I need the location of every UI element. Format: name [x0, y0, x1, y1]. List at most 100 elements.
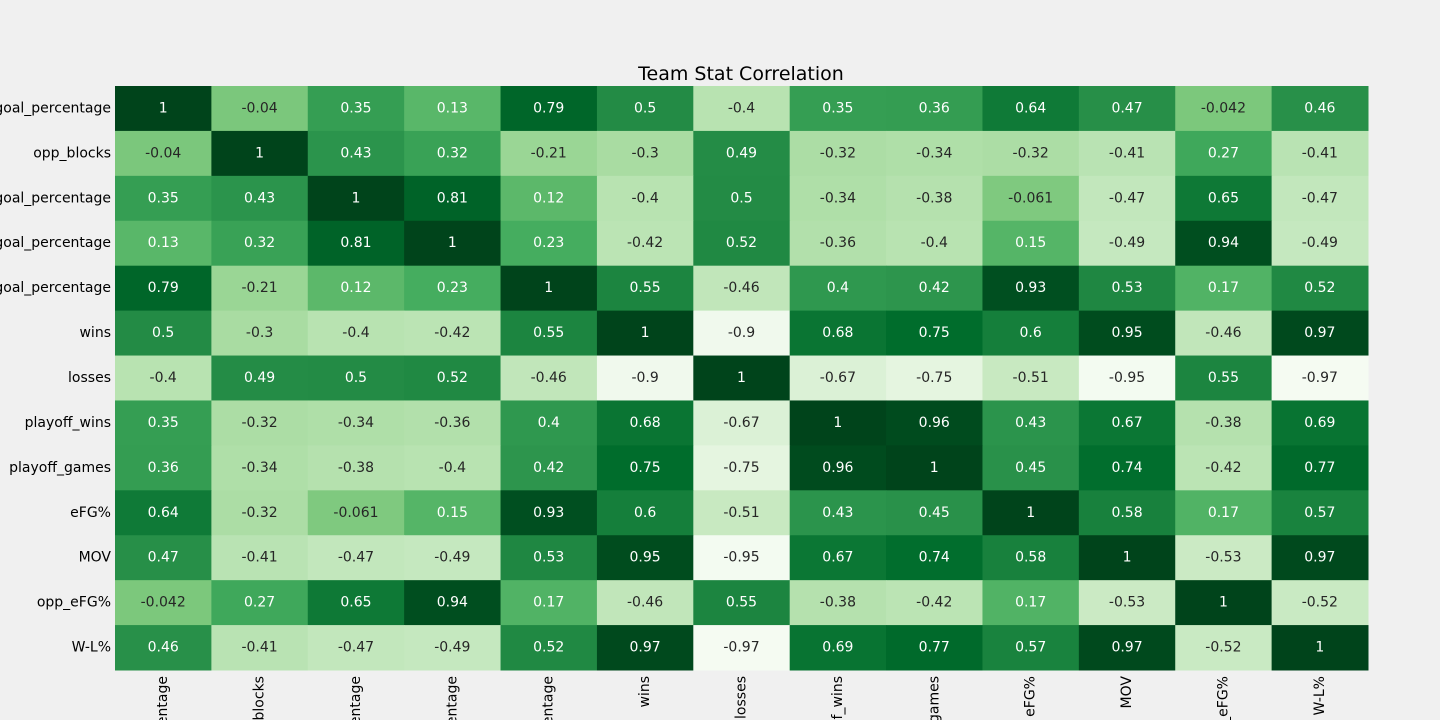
cell-value-label: -0.32	[241, 415, 277, 431]
cell-value-label: 0.52	[726, 235, 757, 251]
heatmap-cell	[693, 535, 791, 581]
row-tick-label: MOV	[79, 550, 112, 566]
cell-value-label: 1	[448, 235, 457, 251]
column-tick-label: entage	[348, 676, 364, 720]
row-tick-label: goal_percentage	[0, 280, 111, 296]
heatmap-cell	[115, 355, 212, 401]
heatmap-cell	[596, 580, 694, 626]
heatmap-cell	[115, 580, 212, 626]
cell-value-label: 0.52	[1304, 280, 1335, 296]
heatmap-cell	[404, 625, 502, 671]
cell-value-label: -0.42	[627, 235, 663, 251]
cell-value-label: -0.41	[1109, 145, 1145, 161]
heatmap-cell	[982, 580, 1080, 626]
cell-value-label: -0.95	[1109, 370, 1145, 386]
cell-value-label: 0.23	[437, 280, 468, 296]
cell-value-label: 0.95	[1111, 325, 1142, 341]
cell-value-label: 1	[1315, 640, 1324, 656]
heatmap-cell	[1271, 130, 1369, 177]
cell-value-label: -0.4	[921, 235, 948, 251]
cell-value-label: 0.47	[1111, 100, 1142, 116]
heatmap-cell	[789, 130, 887, 177]
heatmap-cell	[1271, 220, 1369, 267]
cell-value-label: 0.74	[919, 550, 950, 566]
heatmap-cell	[500, 580, 598, 626]
cell-value-label: 0.74	[1111, 460, 1142, 476]
cell-value-label: 0.97	[1304, 550, 1335, 566]
cell-value-label: -0.042	[141, 595, 186, 611]
heatmap-cell	[115, 310, 212, 357]
cell-value-label: 1	[352, 190, 361, 206]
heatmap-cell	[886, 580, 983, 626]
heatmap-cell	[500, 175, 598, 222]
heatmap-cell	[1271, 400, 1369, 446]
cell-value-label: -0.41	[1302, 145, 1338, 161]
column-tick-label: f_wins	[830, 676, 846, 719]
heatmap-cell	[596, 86, 694, 132]
heatmap-cell	[404, 310, 502, 357]
column-tick-label: losses	[734, 676, 750, 719]
heatmap-cell	[1175, 625, 1273, 671]
heatmap-cell	[307, 490, 405, 536]
heatmap-cell	[1078, 445, 1176, 491]
cell-value-label: -0.41	[241, 550, 277, 566]
cell-value-label: 1	[930, 460, 939, 476]
cell-value-label: -0.21	[531, 145, 567, 161]
cell-value-label: -0.46	[723, 280, 759, 296]
cell-value-label: -0.042	[1201, 100, 1246, 116]
row-tick-label: opp_blocks	[33, 145, 111, 161]
heatmap-cell	[211, 535, 309, 581]
cell-value-label: 0.35	[340, 100, 371, 116]
cell-value-label: -0.52	[1205, 640, 1241, 656]
heatmap-cell	[307, 220, 405, 267]
cell-value-label: -0.38	[820, 595, 856, 611]
cell-value-label: -0.32	[1013, 145, 1049, 161]
cell-value-label: 1	[1219, 595, 1228, 611]
cell-value-label: 0.15	[437, 505, 468, 521]
cell-value-label: 0.13	[437, 100, 468, 116]
cell-value-label: 0.49	[726, 145, 757, 161]
heatmap-cell	[115, 220, 212, 267]
heatmap-cell	[211, 130, 309, 177]
cell-value-label: 0.67	[1111, 415, 1142, 431]
heatmap-cell	[886, 400, 983, 446]
cell-value-label: 0.43	[244, 190, 275, 206]
column-tick-label: _blocks	[252, 676, 268, 720]
heatmap-cell	[886, 490, 983, 536]
heatmap-cell	[404, 400, 502, 446]
heatmap-cell	[307, 310, 405, 357]
heatmap-cell	[886, 265, 983, 312]
heatmap-cell	[1271, 625, 1369, 671]
heatmap-cell	[596, 625, 694, 671]
heatmap-cell	[982, 490, 1080, 536]
cell-value-label: 0.49	[244, 370, 275, 386]
cell-value-label: -0.97	[1302, 370, 1338, 386]
cell-value-label: 1	[641, 325, 650, 341]
cell-value-label: 0.97	[1304, 325, 1335, 341]
cell-value-label: -0.4	[631, 190, 658, 206]
heatmap-cell	[1078, 580, 1176, 626]
cell-value-label: -0.41	[241, 640, 277, 656]
cell-value-label: 0.64	[1015, 100, 1046, 116]
heatmap-cell	[693, 580, 791, 626]
cell-value-label: 0.43	[340, 145, 371, 161]
heatmap-cell	[500, 400, 598, 446]
heatmap-cell	[211, 220, 309, 267]
heatmap-cell	[886, 130, 983, 177]
heatmap-cell	[693, 400, 791, 446]
column-tick-label: W-L%	[1312, 676, 1328, 715]
cell-value-label: -0.46	[1205, 325, 1241, 341]
heatmap-cell	[1175, 580, 1273, 626]
cell-value-label: -0.4	[439, 460, 466, 476]
heatmap-cell	[789, 535, 887, 581]
heatmap-cell	[307, 400, 405, 446]
cell-value-label: 0.46	[148, 640, 179, 656]
cell-value-label: 0.42	[533, 460, 564, 476]
cell-value-label: 0.55	[630, 280, 661, 296]
heatmap-cell	[982, 130, 1080, 177]
cell-value-label: -0.38	[338, 460, 374, 476]
heatmap-cell	[404, 265, 502, 312]
cell-value-label: -0.34	[916, 145, 952, 161]
cell-value-label: 1	[1026, 505, 1035, 521]
cell-value-label: 0.65	[1208, 190, 1239, 206]
